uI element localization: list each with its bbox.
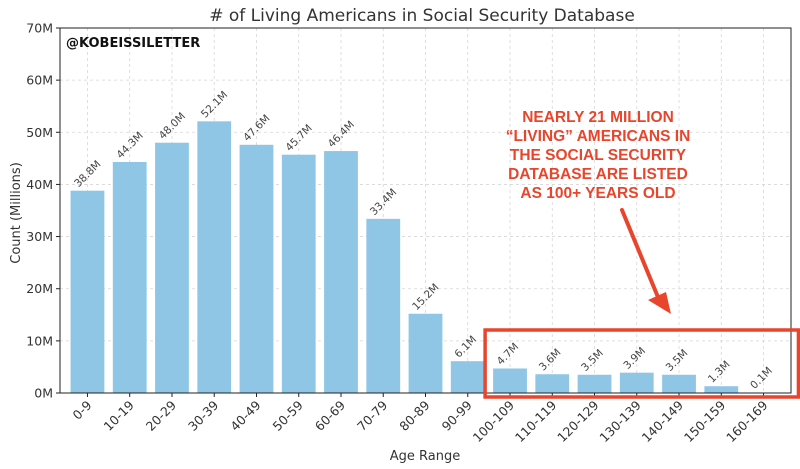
x-tick-label: 100-109 bbox=[470, 397, 518, 445]
x-tick-label: 130-139 bbox=[596, 397, 644, 445]
x-tick-label: 50-59 bbox=[270, 397, 306, 433]
highlight-box bbox=[483, 328, 800, 399]
x-tick-label: 160-169 bbox=[723, 397, 771, 445]
bar bbox=[493, 368, 527, 393]
bar bbox=[619, 372, 654, 393]
x-tick-label: 10-19 bbox=[101, 397, 137, 433]
y-tick-label: 70M bbox=[26, 21, 53, 36]
x-tick-label: 60-69 bbox=[312, 397, 348, 433]
bar-value-label: 1.3M bbox=[706, 359, 733, 386]
y-tick-label: 20M bbox=[26, 281, 53, 296]
y-tick-label: 0M bbox=[34, 386, 53, 401]
chart-title: # of Living Americans in Social Security… bbox=[209, 6, 635, 26]
x-tick-label: 30-39 bbox=[185, 397, 221, 433]
bar bbox=[704, 386, 739, 393]
bar-value-label: 3.5M bbox=[664, 347, 691, 374]
annotation-line: THE SOCIAL SECURITY bbox=[510, 147, 687, 164]
x-tick-label: 150-159 bbox=[681, 397, 729, 445]
bar-value-label: 3.9M bbox=[621, 345, 648, 372]
bar bbox=[662, 374, 696, 393]
bar bbox=[577, 374, 612, 393]
bar bbox=[155, 142, 189, 393]
y-tick-label: 50M bbox=[26, 125, 53, 140]
x-axis-label: Age Range bbox=[390, 449, 460, 464]
annotation-line: AS 100+ YEARS OLD bbox=[520, 185, 675, 202]
y-tick-label: 40M bbox=[26, 177, 53, 192]
x-tick-label: 120-129 bbox=[554, 397, 602, 445]
bar bbox=[70, 190, 105, 393]
highlight-group bbox=[483, 328, 800, 399]
bar-value-label: 4.7M bbox=[495, 341, 522, 368]
bar bbox=[450, 361, 485, 393]
y-axis-label: Count (Millions) bbox=[9, 162, 24, 264]
y-tick-label: 60M bbox=[26, 73, 53, 88]
bar bbox=[239, 144, 274, 393]
annotation: NEARLY 21 MILLION “LIVING” AMERICANS IN TH… bbox=[506, 109, 691, 314]
x-tick-labels: 0-9 10-19 20-29 30-39 40-49 50-59 60-69 70-79 80… bbox=[70, 393, 771, 445]
bar-value-label: 3.5M bbox=[579, 347, 606, 374]
x-tick-label: 40-49 bbox=[227, 397, 263, 433]
bars bbox=[70, 121, 781, 393]
y-tick-label: 10M bbox=[26, 333, 53, 348]
annotation-arrow-shaft bbox=[620, 208, 662, 304]
bar bbox=[324, 151, 358, 393]
watermark: @KOBEISSILETTER bbox=[66, 36, 200, 51]
bar-value-label: 3.6M bbox=[537, 347, 564, 374]
bar-value-label: 6.1M bbox=[452, 334, 479, 361]
bar bbox=[366, 218, 401, 393]
bar-value-label: 52.1M bbox=[199, 89, 230, 120]
x-tick-label: 110-119 bbox=[512, 397, 560, 445]
bar bbox=[281, 154, 316, 393]
x-tick-label: 80-89 bbox=[396, 397, 432, 433]
annotation-line: “LIVING” AMERICANS IN bbox=[506, 128, 691, 145]
bar-value-label: 47.6M bbox=[241, 112, 272, 143]
bar-value-label: 0.1M bbox=[748, 365, 775, 392]
bar bbox=[408, 313, 443, 393]
x-tick-label: 20-29 bbox=[143, 397, 179, 433]
annotation-line: NEARLY 21 MILLION bbox=[522, 109, 674, 126]
y-tick-label: 30M bbox=[26, 229, 53, 244]
annotation-arrow-head bbox=[648, 292, 671, 314]
x-tick-label: 140-149 bbox=[639, 397, 687, 445]
x-tick-label: 70-79 bbox=[354, 397, 390, 433]
x-tick-label: 0-9 bbox=[70, 397, 95, 422]
annotation-line: DATABASE ARE LISTED bbox=[508, 166, 688, 183]
y-tick-labels: 0M 10M 20M 30M 40M 50M 60M 70M bbox=[26, 21, 60, 401]
bar bbox=[197, 121, 232, 393]
bar bbox=[112, 162, 147, 393]
x-tick-label: 90-99 bbox=[439, 397, 475, 433]
bar-value-label: 46.4M bbox=[326, 119, 357, 150]
bar bbox=[535, 374, 570, 393]
